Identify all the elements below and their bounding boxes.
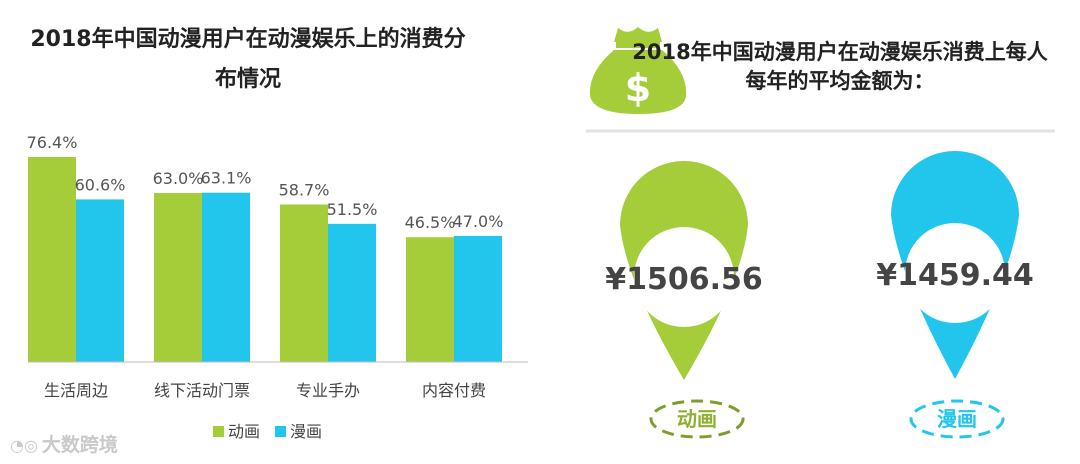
- comic-label-ellipse: [909, 399, 1005, 439]
- chart-title: 2018年中国动漫用户在动漫娱乐上的消费分布情况: [30, 27, 466, 92]
- comic-label: 漫画: [937, 407, 977, 431]
- bar-group: [28, 157, 502, 362]
- spending-title: 2018年中国动漫用户在动漫娱乐消费上每人每年的平均金额为：: [632, 40, 1048, 93]
- comic-amount: ¥1459.44: [876, 258, 1034, 293]
- bar-label-group: 76.4% 60.6% 63.0%63.1% 58.7%51.5% 46.5%47.0%: [27, 133, 504, 232]
- bar-anime: [280, 204, 328, 362]
- svg-text:$: $: [625, 66, 651, 110]
- data-label: 58.7%: [279, 180, 330, 199]
- data-label: 60.6%: [75, 175, 126, 194]
- anime-label: 动画: [677, 407, 717, 431]
- bar-comic: [328, 223, 376, 362]
- data-label: 51.5%: [327, 200, 378, 219]
- data-label: 76.4%: [27, 133, 78, 152]
- bar-comic: [76, 199, 124, 362]
- bar-anime: [406, 237, 454, 362]
- bar-anime: [28, 157, 76, 362]
- anime-label-ellipse: [649, 399, 745, 439]
- watermark: ◔◎ 大数跨境: [10, 434, 118, 456]
- money-bag-icon: $: [589, 27, 687, 114]
- anime-pin: [620, 161, 748, 380]
- category-label: 专业手办: [296, 381, 360, 400]
- legend-label-anime: 动画: [228, 422, 260, 441]
- bar-anime: [154, 192, 202, 362]
- legend-swatch-comic: [275, 426, 286, 437]
- bar-comic: [202, 192, 250, 362]
- category-label: 内容付费: [422, 381, 486, 400]
- data-label: 63.1%: [201, 169, 252, 188]
- legend-swatch-anime: [213, 426, 224, 437]
- category-label: 线下活动门票: [154, 381, 250, 400]
- category-label-group: 生活周边 线下活动门票 专业手办 内容付费: [44, 381, 486, 400]
- watermark-logo-icon: ◔◎: [10, 436, 38, 455]
- anime-amount: ¥1506.56: [605, 262, 763, 297]
- data-label: 46.5%: [405, 213, 456, 232]
- category-label: 生活周边: [44, 381, 108, 400]
- legend-label-comic: 漫画: [290, 422, 322, 441]
- comic-pin: [891, 151, 1019, 379]
- bar-comic: [454, 235, 502, 362]
- data-label: 47.0%: [453, 212, 504, 231]
- data-label: 63.0%: [153, 169, 204, 188]
